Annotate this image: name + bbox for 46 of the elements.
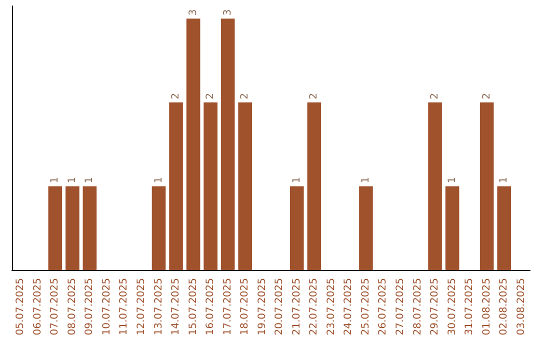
data-label: 1 xyxy=(291,176,302,184)
x-tick-label: 14.07.2025 xyxy=(170,278,182,336)
data-label: 2 xyxy=(240,93,251,100)
x-tick-label: 06.07.2025 xyxy=(32,278,44,336)
x-tick-label: 08.07.2025 xyxy=(66,278,78,336)
data-label: 1 xyxy=(84,176,96,184)
x-tick-label: 19.07.2025 xyxy=(256,278,268,336)
x-tick-label: 29.07.2025 xyxy=(430,278,441,336)
x-tick-label: 02.08.2025 xyxy=(498,278,510,336)
x-tick-label: 18.07.2025 xyxy=(240,278,251,336)
data-label: 2 xyxy=(430,93,441,100)
x-tick-label: 23.07.2025 xyxy=(326,278,337,336)
data-label: 1 xyxy=(153,176,164,184)
data-label: 2 xyxy=(481,93,492,100)
x-tick-label: 31.07.2025 xyxy=(464,278,476,336)
data-label: 3 xyxy=(222,9,234,16)
data-label: 1 xyxy=(66,176,78,184)
x-tick-label: 01.08.2025 xyxy=(481,278,492,336)
x-tick-label: 07.07.2025 xyxy=(50,278,61,336)
data-label: 1 xyxy=(498,176,510,184)
data-label: 1 xyxy=(360,176,372,184)
x-tick-label: 11.07.2025 xyxy=(118,278,130,336)
x-tick-label: 12.07.2025 xyxy=(136,278,147,336)
x-tick-label: 27.07.2025 xyxy=(395,278,406,336)
x-tick-label: 03.08.2025 xyxy=(516,278,527,336)
x-tick-label: 24.07.2025 xyxy=(343,278,354,336)
x-tick-label: 20.07.2025 xyxy=(274,278,286,336)
x-tick-label: 22.07.2025 xyxy=(308,278,320,336)
data-label: 1 xyxy=(50,176,61,184)
x-tick-label: 28.07.2025 xyxy=(412,278,424,336)
x-tick-label: 13.07.2025 xyxy=(153,278,164,336)
data-label: 2 xyxy=(308,93,320,100)
x-tick-label: 10.07.2025 xyxy=(101,278,112,336)
x-tick-label: 17.07.2025 xyxy=(222,278,234,336)
x-tick-label: 21.07.2025 xyxy=(291,278,302,336)
x-tick-label: 26.07.2025 xyxy=(378,278,389,336)
x-tick-label: 15.07.2025 xyxy=(188,278,199,336)
x-tick-label: 30.07.2025 xyxy=(446,278,458,336)
data-label: 2 xyxy=(170,93,182,100)
data-label: 1 xyxy=(446,176,458,184)
x-tick-label: 05.07.2025 xyxy=(15,278,26,336)
x-tick-label: 09.07.2025 xyxy=(84,278,96,336)
x-tick-label: 25.07.2025 xyxy=(360,278,372,336)
data-label: 2 xyxy=(205,93,216,100)
data-label: 3 xyxy=(188,9,199,16)
x-tick-label: 16.07.2025 xyxy=(205,278,216,336)
